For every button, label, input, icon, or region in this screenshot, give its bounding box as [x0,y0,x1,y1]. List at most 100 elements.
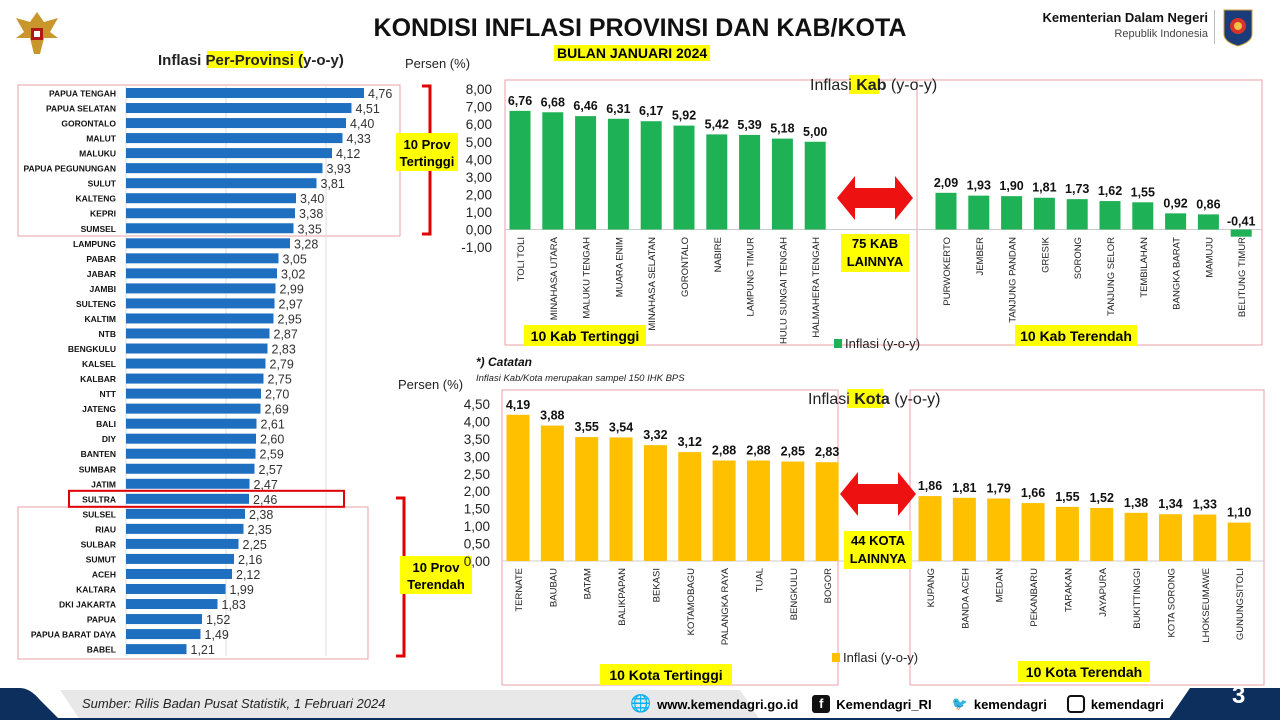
province-value: 2,79 [270,358,294,372]
y-tick-label: 0,00 [466,223,492,238]
province-label: PAPUA BARAT DAYA [31,630,116,640]
footer: Sumber: Rilis Badan Pusat Statistik, 1 F… [0,682,1280,720]
low-value: -0,41 [1227,215,1256,229]
province-label: BABEL [87,645,116,655]
province-bar [126,478,250,489]
low-category-label: TARAKAN [1063,568,1074,612]
low-value: 1,81 [1032,181,1056,195]
high-bar [575,116,597,230]
title-highlight [847,389,883,408]
high-bar [540,425,564,561]
province-chart-title-part: (y-o-y) [294,52,344,69]
high-bar [542,112,564,230]
province-label: KALBAR [80,374,116,384]
title-highlight [207,51,303,68]
province-bar [126,538,239,549]
province-bar [126,599,218,610]
bottom10-province-label: Terendah [407,577,465,592]
high-value: 6,31 [606,102,630,116]
high-bar [739,134,761,230]
high-value: 5,39 [737,118,761,132]
province-value: 3,38 [299,207,323,221]
province-value: 2,59 [260,448,284,462]
province-value: 2,83 [272,343,296,357]
province-value: 3,05 [283,252,307,266]
province-value: 2,95 [278,312,302,326]
low-value: 1,52 [1090,491,1114,505]
low-category-label: TANJUNG PANDAN [1008,237,1019,323]
page-number: 3 [1232,682,1246,709]
low-bar [1055,506,1079,561]
province-bar [126,133,343,144]
low-bar [1001,196,1023,230]
province-label: MALUT [86,134,117,144]
high-value: 5,92 [672,109,696,123]
high-value: 2,88 [746,443,770,457]
high-category-label: BAUBAU [548,568,559,607]
low-category-label: TANJUNG SELOR [1106,237,1117,316]
low-value: 2,09 [934,176,958,190]
province-label: PAPUA TENGAH [49,89,116,99]
y-tick-label: 0,00 [464,554,490,569]
group-label-highlight [1018,661,1150,682]
province-label: SULUT [88,179,117,189]
province-bar [126,553,234,564]
high-value: 4,19 [506,398,530,412]
province-label: KALTENG [76,194,117,204]
province-label: JATENG [82,404,116,414]
chart-title-part: Kota [854,391,890,408]
legend-swatch [832,653,840,662]
low-bar [1193,514,1217,561]
twitter-link[interactable]: kemendagri [973,696,1047,712]
province-label: SULSEL [82,509,116,519]
y-tick-label: 0,50 [464,537,490,552]
group-label-highlight [524,325,646,346]
province-label: BALI [96,419,116,429]
low-bar [1066,199,1088,230]
low-category-label: KOTA SORONG [1166,568,1177,638]
instagram-icon [1066,695,1085,713]
high-bar [509,110,531,230]
low-category-label: PURWOKERTO [942,237,953,306]
legend-label: Inflasi (y-o-y) [843,650,918,665]
province-label: JATIM [91,479,116,489]
province-bar [126,433,256,444]
facebook-link[interactable]: Kemendagri_RI [836,696,932,712]
province-label: SUMUT [86,554,117,564]
low-value: 1,90 [999,179,1023,193]
low-bar [1021,503,1045,561]
instagram-link[interactable]: kemendagri [1090,696,1164,712]
label-highlight [400,556,472,594]
high-value: 2,85 [781,445,805,459]
y-tick-label: 8,00 [466,82,492,97]
province-label: MALUKU [79,149,116,159]
high-value: 2,83 [815,445,839,459]
low-category-label: JEMBER [975,237,986,276]
y-tick-label: 4,50 [464,397,490,412]
website-link[interactable]: www.kemendagri.go.id [657,696,799,712]
high-category-label: MALUKU TENGAH [582,237,593,319]
province-bar [126,313,274,324]
province-value: 4,12 [336,147,360,161]
province-label: SULTENG [76,299,116,309]
province-bar [126,148,332,159]
title-highlight [849,75,879,94]
high-category-label: BENGKULU [789,568,800,620]
high-category-label: HALMAHERA TENGAH [811,237,822,338]
low-bar [1197,214,1219,230]
province-bar [126,238,290,249]
high-value: 3,54 [609,420,633,434]
others-label: 75 KAB [852,236,898,251]
province-value: 1,49 [205,628,229,642]
province-value: 2,38 [249,508,273,522]
province-label: KALSEL [82,359,116,369]
province-value: 3,28 [294,237,318,251]
province-value: 2,47 [254,478,278,492]
high-category-label: TERNATE [514,568,525,612]
low-category-label: LHOKSEUMAWE [1201,568,1212,643]
province-bar [126,448,256,459]
province-value: 1,21 [191,643,215,657]
low-value: 1,86 [918,479,942,493]
high-bar [678,452,702,561]
